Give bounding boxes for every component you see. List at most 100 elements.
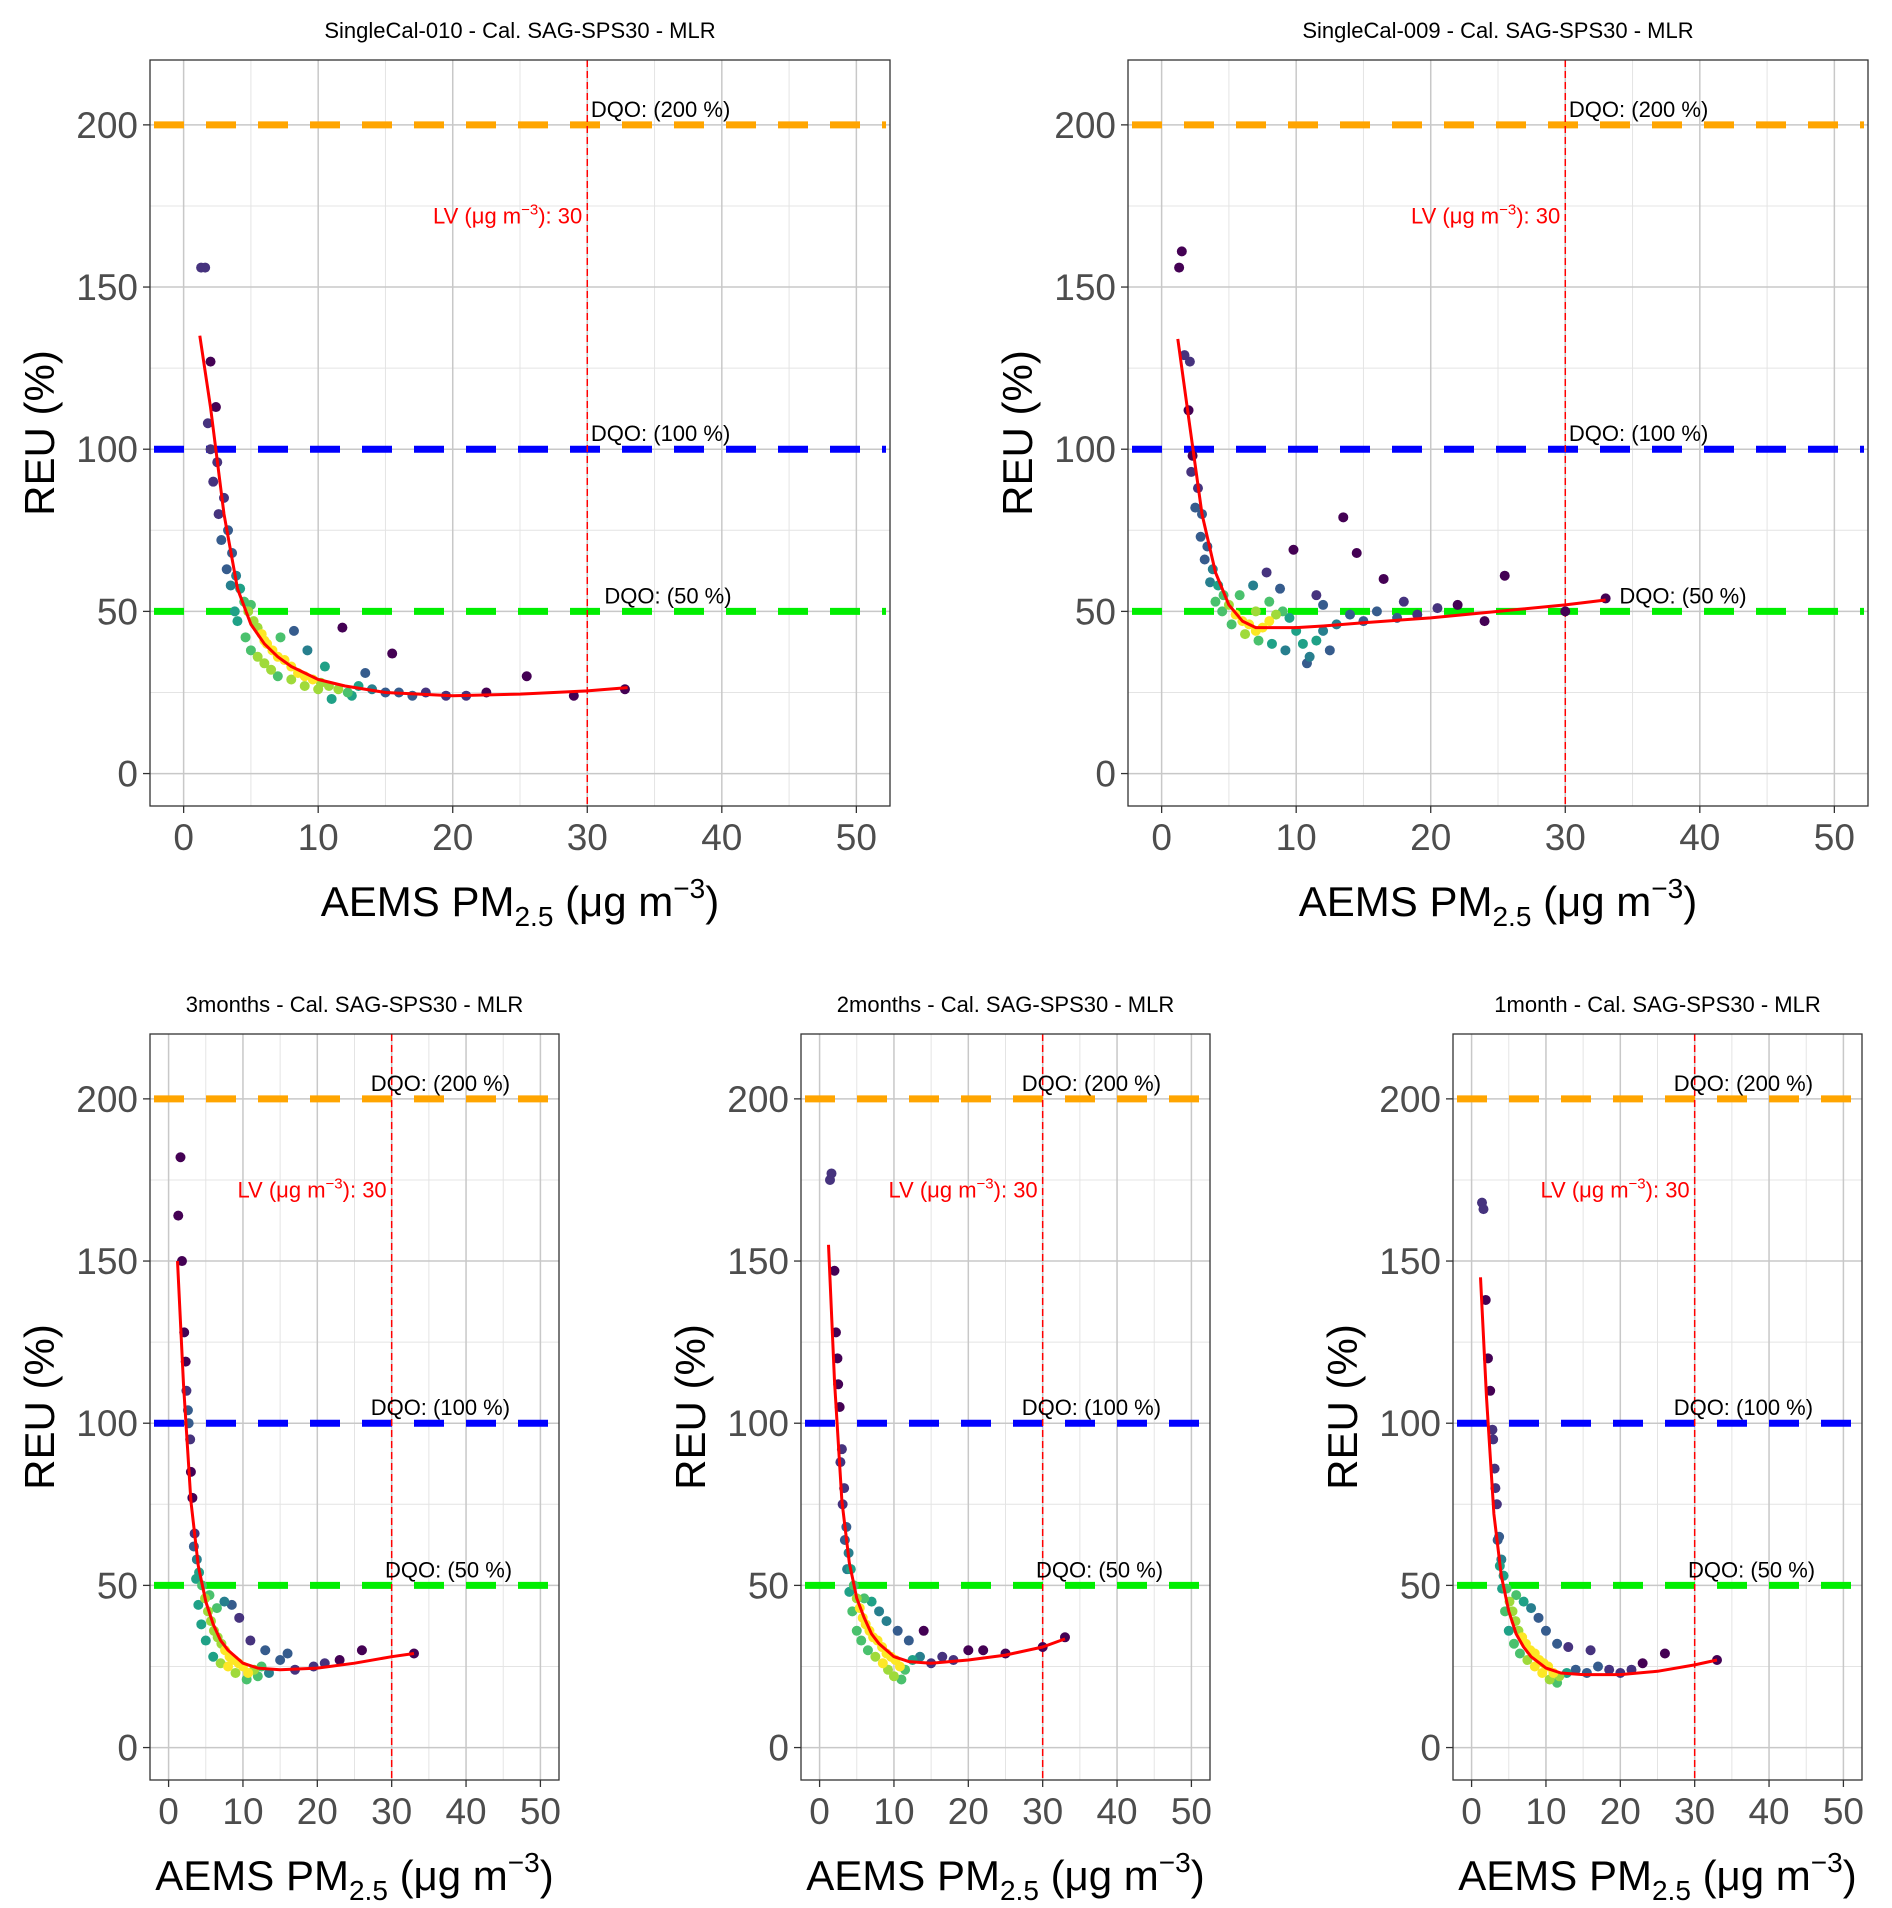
data-point: [1288, 544, 1299, 555]
y-tick-label: 0: [117, 1728, 138, 1769]
data-point: [176, 1256, 187, 1267]
data-point: [1511, 1590, 1522, 1601]
chart-panel-2: DQO: (200 %) DQO: (100 %) DQO: (50 %) LV (μ…: [994, 18, 1869, 932]
data-point: [356, 1645, 367, 1656]
data-point: [568, 690, 579, 701]
y-tick-label: 50: [97, 591, 138, 632]
data-point: [1478, 1204, 1489, 1215]
data-point: [1280, 645, 1291, 656]
y-axis-label: REU (%): [994, 350, 1041, 516]
chart-title: SingleCal-009 - Cal. SAG-SPS30 - MLR: [1302, 18, 1693, 43]
data-point: [275, 632, 286, 643]
data-point: [360, 668, 371, 679]
data-point: [1264, 596, 1275, 607]
x-axis-label: AEMS PM2.5 (μg m−3): [1299, 873, 1697, 932]
data-point: [1174, 262, 1185, 273]
data-point: [1297, 638, 1308, 649]
dqo-label-200: DQO: (200 %): [1022, 1071, 1161, 1096]
data-point: [1503, 1625, 1514, 1636]
data-point: [1275, 583, 1286, 594]
data-point: [1659, 1648, 1670, 1659]
data-point: [1271, 609, 1281, 620]
data-point: [200, 1635, 211, 1646]
panel-border: [800, 1033, 1211, 1781]
lv-label: LV (μg m−3): 30: [237, 1176, 386, 1203]
dqo-label-100: DQO: (100 %): [1569, 421, 1708, 446]
data-point: [245, 645, 256, 656]
dqo-label-50: DQO: (50 %): [1688, 1557, 1815, 1582]
dqo-label-100: DQO: (100 %): [1022, 1395, 1161, 1420]
data-point: [877, 1658, 888, 1669]
data-point: [1240, 629, 1251, 640]
data-point: [1248, 580, 1259, 591]
data-point: [1345, 609, 1355, 620]
y-axis-label: REU (%): [16, 350, 63, 516]
axes: 0 10 20 30 40 50 0 50 100 150 200: [1379, 1079, 1864, 1832]
data-point: [202, 418, 213, 429]
data-point: [275, 1654, 286, 1665]
data-point: [221, 564, 232, 575]
x-tick-label: 30: [567, 817, 608, 858]
x-tick-label: 0: [809, 1791, 830, 1832]
axes: 0 10 20 30 40 50 0 50 100 150 200: [727, 1079, 1212, 1832]
data-point: [333, 684, 344, 695]
x-tick-label: 30: [1674, 1791, 1715, 1832]
data-point: [1637, 1658, 1648, 1669]
x-tick-label: 30: [1545, 817, 1586, 858]
data-point: [1351, 548, 1362, 559]
y-tick-label: 50: [1400, 1565, 1441, 1606]
data-point: [205, 444, 216, 455]
y-tick-label: 0: [1420, 1728, 1441, 1769]
data-point: [173, 1210, 184, 1221]
axes: 0 10 20 30 40 50 0 50 100 150 200: [76, 105, 877, 858]
data-point: [1479, 616, 1490, 627]
data-point: [1452, 599, 1463, 610]
x-tick-label: 50: [1814, 817, 1855, 858]
data-point: [288, 625, 299, 636]
lv-label: LV (μg m−3): 30: [1411, 202, 1560, 229]
data-point: [205, 356, 216, 367]
x-tick-label: 20: [1600, 1791, 1641, 1832]
y-tick-label: 50: [748, 1565, 789, 1606]
data-point: [1499, 570, 1510, 581]
y-tick-label: 200: [727, 1079, 789, 1120]
x-tick-label: 20: [297, 1791, 338, 1832]
x-tick-label: 0: [1151, 817, 1172, 858]
data-point: [1514, 1648, 1525, 1659]
data-point: [1264, 616, 1275, 627]
data-point: [888, 1671, 899, 1682]
data-point: [234, 1612, 245, 1623]
data-point: [230, 1667, 241, 1678]
x-tick-label: 10: [1525, 1791, 1566, 1832]
data-point: [308, 1661, 319, 1672]
x-tick-label: 20: [1410, 817, 1451, 858]
dqo-label-50: DQO: (50 %): [604, 583, 731, 608]
data-point: [903, 1635, 914, 1646]
data-point: [1311, 590, 1322, 601]
y-axis-label: REU (%): [667, 1324, 714, 1490]
x-tick-label: 40: [1679, 817, 1720, 858]
x-tick-label: 0: [1461, 1791, 1482, 1832]
data-point: [1318, 599, 1329, 610]
data-point: [874, 1606, 885, 1617]
fit-curve: [176, 1260, 415, 1672]
data-point: [299, 680, 310, 691]
data-point: [1371, 606, 1382, 617]
x-tick-label: 40: [445, 1791, 486, 1832]
data-point: [211, 1603, 222, 1614]
data-point: [1593, 1661, 1604, 1672]
data-point: [259, 658, 270, 669]
dqo-label-100: DQO: (100 %): [371, 1395, 510, 1420]
data-point: [1540, 1625, 1551, 1636]
x-tick-label: 0: [173, 817, 194, 858]
data-point: [1205, 577, 1216, 588]
chart-title: SingleCal-010 - Cal. SAG-SPS30 - MLR: [324, 18, 715, 43]
x-tick-label: 10: [222, 1791, 263, 1832]
lv-label: LV (μg m−3): 30: [1540, 1176, 1689, 1203]
dqo-label-50: DQO: (50 %): [1619, 583, 1746, 608]
data-point: [175, 1152, 186, 1163]
data-point: [1432, 603, 1443, 614]
data-point: [1533, 1612, 1544, 1623]
data-point: [1604, 1664, 1615, 1675]
